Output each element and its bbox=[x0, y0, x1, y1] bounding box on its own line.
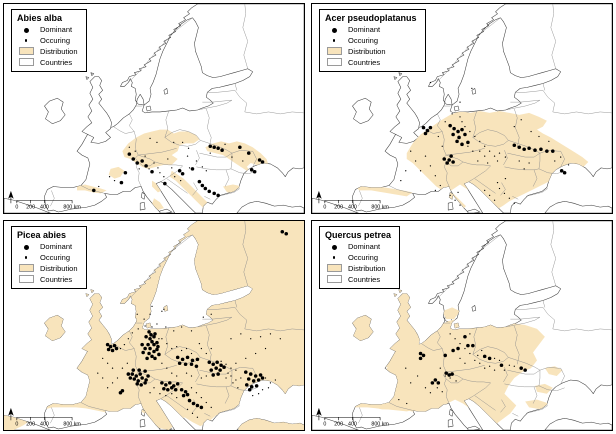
legend-label: Occuring bbox=[348, 35, 379, 45]
distribution-swatch-icon bbox=[325, 47, 343, 56]
legend-item-occuring: Occuring bbox=[325, 37, 417, 45]
legend-item-countries: Countries bbox=[17, 57, 78, 67]
legend-label: Dominant bbox=[348, 242, 381, 252]
legend-label: Distribution bbox=[40, 46, 78, 56]
legend-label: Occuring bbox=[40, 35, 71, 45]
map-panel-quercus-petrea: Quercus petrea Dominant Occuring Distrib… bbox=[311, 220, 613, 431]
legend-box: Acer pseudoplatanus Dominant Occuring Di… bbox=[319, 9, 426, 73]
legend-item-distribution: Distribution bbox=[17, 263, 78, 273]
map-panel-acer-pseudoplatanus: Acer pseudoplatanus Dominant Occuring Di… bbox=[311, 3, 613, 214]
occuring-dot-icon bbox=[325, 39, 343, 42]
legend-label: Occuring bbox=[348, 252, 379, 262]
legend-item-dominant: Dominant bbox=[17, 26, 78, 34]
countries-swatch-icon bbox=[325, 275, 343, 284]
legend-item-dominant: Dominant bbox=[325, 26, 417, 34]
legend-item-distribution: Distribution bbox=[325, 263, 391, 273]
occuring-dot-icon bbox=[17, 256, 35, 259]
legend-item-dominant: Dominant bbox=[17, 243, 78, 251]
dominant-dot-icon bbox=[17, 27, 35, 33]
legend-item-countries: Countries bbox=[325, 57, 417, 67]
countries-swatch-icon bbox=[17, 275, 35, 284]
occurrence-dots-layer bbox=[92, 137, 265, 198]
dominant-dot-icon bbox=[325, 244, 343, 250]
legend-item-countries: Countries bbox=[17, 274, 78, 284]
legend-box: Picea abies Dominant Occuring Distributi… bbox=[11, 226, 87, 290]
occuring-dot-icon bbox=[17, 39, 35, 42]
occurrence-dots-layer bbox=[97, 230, 289, 418]
europe-map bbox=[312, 221, 612, 430]
distribution-swatch-icon bbox=[17, 47, 35, 56]
legend-label: Countries bbox=[348, 57, 381, 67]
legend-item-occuring: Occuring bbox=[17, 37, 78, 45]
panel-title: Abies alba bbox=[17, 13, 63, 23]
legend-label: Dominant bbox=[40, 25, 73, 35]
legend-box: Quercus petrea Dominant Occuring Distrib… bbox=[319, 226, 401, 290]
distribution-swatch-icon bbox=[17, 264, 35, 273]
europe-map bbox=[312, 4, 612, 213]
map-panel-abies-alba: Abies alba Dominant Occuring Distributio… bbox=[3, 3, 305, 214]
legend-item-occuring: Occuring bbox=[17, 254, 78, 262]
occuring-dot-icon bbox=[325, 256, 343, 259]
dominant-dot-icon bbox=[325, 27, 343, 33]
countries-swatch-icon bbox=[17, 58, 35, 67]
legend-label: Countries bbox=[348, 274, 381, 284]
distribution-swatch-icon bbox=[325, 264, 343, 273]
occurrence-dots-layer bbox=[398, 333, 527, 405]
panel-title: Quercus petrea bbox=[325, 230, 392, 240]
countries-swatch-icon bbox=[325, 58, 343, 67]
legend-item-dominant: Dominant bbox=[325, 243, 391, 251]
occurrence-dots-layer bbox=[400, 81, 570, 206]
legend-item-distribution: Distribution bbox=[325, 46, 417, 56]
legend-label: Occuring bbox=[40, 252, 71, 262]
dominant-dot-icon bbox=[17, 244, 35, 250]
legend-item-occuring: Occuring bbox=[325, 254, 391, 262]
legend-label: Countries bbox=[40, 274, 73, 284]
legend-box: Abies alba Dominant Occuring Distributio… bbox=[11, 9, 87, 73]
legend-item-distribution: Distribution bbox=[17, 46, 78, 56]
legend-label: Distribution bbox=[348, 46, 386, 56]
europe-map bbox=[4, 4, 304, 213]
legend-label: Dominant bbox=[40, 242, 73, 252]
legend-label: Distribution bbox=[40, 263, 78, 273]
legend-item-countries: Countries bbox=[325, 274, 391, 284]
panel-title: Acer pseudoplatanus bbox=[325, 13, 417, 23]
panel-title: Picea abies bbox=[17, 230, 67, 240]
legend-label: Distribution bbox=[348, 263, 386, 273]
legend-label: Countries bbox=[40, 57, 73, 67]
legend-label: Dominant bbox=[348, 25, 381, 35]
map-panel-picea-abies: Picea abies Dominant Occuring Distributi… bbox=[3, 220, 305, 431]
